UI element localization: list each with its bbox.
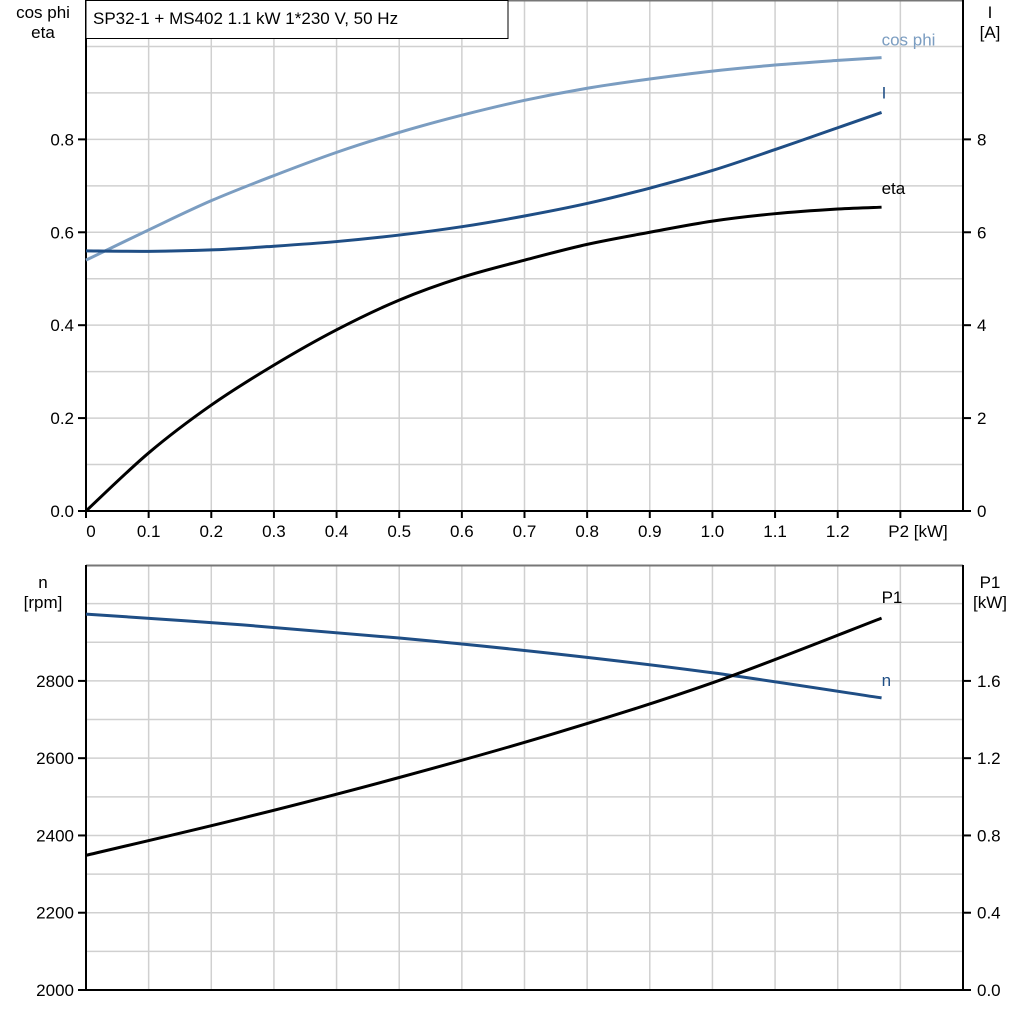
x-axis-label: P2 [kW] — [888, 522, 948, 541]
y-left-tick-label: 0.0 — [50, 502, 74, 521]
x-tick-label: 1.1 — [763, 522, 787, 541]
series-line-I — [85, 111, 883, 253]
lower-chart: 200022002400260028000.00.40.81.21.6n[rpm… — [24, 564, 1007, 1000]
y-left-tick-label: 0.8 — [50, 130, 74, 149]
y-right-tick-label: 4 — [977, 316, 986, 335]
y-left-tick-label: 2600 — [36, 749, 74, 768]
x-tick-label: 0.7 — [513, 522, 537, 541]
x-tick-label: 0.3 — [262, 522, 286, 541]
y-left-tick-label: 0.6 — [50, 223, 74, 242]
series-label: n — [882, 671, 891, 690]
y-right-tick-label: 8 — [977, 130, 986, 149]
x-tick-label: 0.1 — [137, 522, 161, 541]
x-tick-label: 0.9 — [638, 522, 662, 541]
y-left-tick-label: 2400 — [36, 826, 74, 845]
series-label: P1 — [882, 588, 903, 607]
y-left-tick-label: 2800 — [36, 672, 74, 691]
series-line-cos-phi — [85, 56, 882, 262]
series-line-eta — [84, 205, 882, 513]
x-tick-label: 1.2 — [826, 522, 850, 541]
x-tick-label: 0.2 — [199, 522, 223, 541]
y-left-tick-label: 0.2 — [50, 409, 74, 428]
y-right-axis-label: I — [988, 3, 993, 22]
y-left-axis-label: cos phi — [16, 3, 70, 22]
series-label: cos phi — [882, 31, 936, 50]
y-left-tick-label: 0.4 — [50, 316, 74, 335]
y-right-axis-label: [kW] — [973, 593, 1007, 612]
chart-title: SP32-1 + MS402 1.1 kW 1*230 V, 50 Hz — [93, 9, 398, 28]
x-tick-label: 1.0 — [701, 522, 725, 541]
y-right-tick-label: 0 — [977, 502, 986, 521]
x-tick-label: 0 — [86, 522, 95, 541]
y-left-axis-label: eta — [31, 23, 55, 42]
series-line-P1 — [85, 616, 883, 857]
series-line-n — [85, 612, 882, 700]
y-right-tick-label: 0.0 — [977, 981, 1001, 1000]
x-tick-label: 0.5 — [387, 522, 411, 541]
y-left-axis-label: n — [38, 573, 47, 592]
y-right-tick-label: 2 — [977, 409, 986, 428]
x-tick-label: 0.6 — [450, 522, 474, 541]
y-right-axis-label: [A] — [980, 23, 1001, 42]
y-right-tick-label: 1.2 — [977, 749, 1001, 768]
x-tick-label: 0.4 — [325, 522, 349, 541]
y-right-tick-label: 1.6 — [977, 672, 1001, 691]
x-tick-label: 0.8 — [575, 522, 599, 541]
title-box — [85, 0, 509, 39]
y-right-axis-label: P1 — [980, 573, 1001, 592]
y-right-tick-label: 6 — [977, 223, 986, 242]
y-left-axis-label: [rpm] — [24, 593, 63, 612]
y-right-tick-label: 0.4 — [977, 904, 1001, 923]
series-label: I — [882, 83, 887, 102]
y-left-tick-label: 2000 — [36, 981, 74, 1000]
series-label: eta — [882, 179, 906, 198]
y-left-tick-label: 2200 — [36, 904, 74, 923]
y-right-tick-label: 0.8 — [977, 826, 1001, 845]
